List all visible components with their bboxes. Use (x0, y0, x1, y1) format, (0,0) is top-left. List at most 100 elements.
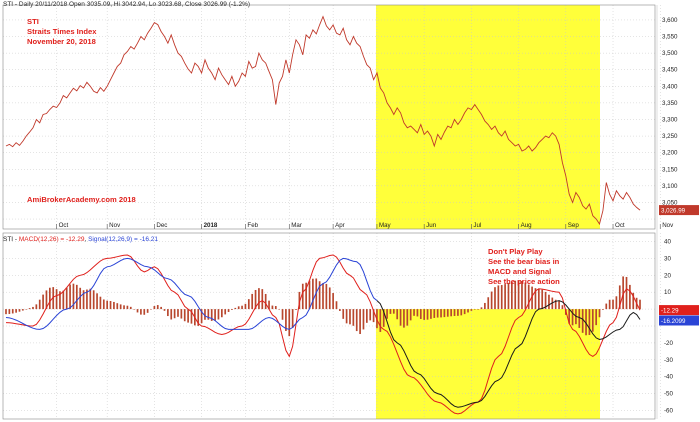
histogram-bar (598, 309, 601, 318)
x-tick-label: May (379, 222, 392, 229)
histogram-bar (99, 296, 102, 310)
macd-y-tick-label: -50 (664, 391, 674, 398)
histogram-bar (419, 309, 422, 319)
histogram-bar (541, 289, 544, 310)
histogram-bar (369, 309, 372, 321)
histogram-bar (335, 301, 338, 310)
histogram-bar (355, 309, 358, 332)
histogram-bar (52, 287, 55, 310)
histogram-bar (106, 300, 109, 310)
x-tick-label: Aug (521, 222, 533, 229)
x-tick-label: Jun (426, 222, 437, 229)
histogram-bar (477, 309, 479, 310)
histogram-bar (18, 309, 21, 312)
macd-header-signal: Signal(12,26,9) = -16.21 (88, 236, 159, 243)
price-line (5, 15, 641, 226)
histogram-bar (473, 309, 476, 310)
histogram-bar (129, 306, 132, 310)
histogram-bar (241, 305, 243, 310)
histogram-bar (487, 297, 490, 310)
macd-panel-header: STI - MACD(12,26) = -12.29, Signal(12,26… (3, 236, 159, 243)
histogram-bar (544, 291, 547, 310)
histogram-bar (96, 293, 98, 310)
histogram-bar (167, 309, 169, 317)
histogram-bar (295, 309, 297, 310)
histogram-bar (588, 309, 591, 335)
histogram-bar (92, 290, 95, 310)
histogram-bar (5, 309, 7, 315)
histogram-bar (328, 287, 331, 310)
histogram-bar (204, 309, 206, 320)
note-line-2: See the bear bias in (488, 257, 560, 266)
histogram-bar (136, 309, 139, 313)
histogram-bar (146, 309, 149, 313)
histogram-bar (187, 309, 189, 323)
x-tick-label: Apr (335, 222, 345, 229)
histogram-bar (32, 306, 34, 310)
histogram-bar (622, 276, 624, 310)
histogram-bar (632, 292, 635, 310)
histogram-bar (75, 284, 78, 310)
histogram-bar (568, 309, 571, 324)
x-tick-label: Nov (662, 222, 674, 229)
highlight-layer (375, 5, 600, 419)
histogram-bar (207, 309, 210, 320)
histogram-bar (453, 309, 456, 316)
histogram-bar (281, 309, 284, 320)
x-tick-label: Dec (156, 222, 167, 229)
histogram-bar (554, 299, 557, 310)
price-y-tick-label: 3,150 (662, 166, 678, 173)
histogram-bar (288, 309, 291, 337)
histogram-bar (639, 299, 641, 310)
histogram-bar (231, 309, 233, 310)
histogram-bar (585, 309, 587, 336)
macd-line (5, 254, 641, 415)
histogram-bar (79, 287, 82, 310)
histogram-bar (126, 305, 129, 310)
histogram-bar (430, 309, 432, 319)
chart-title-sti: STI (27, 17, 39, 26)
histogram-bar (268, 300, 270, 310)
histogram-bar (423, 309, 426, 320)
histogram-bar (386, 309, 388, 319)
histogram-bar (254, 289, 257, 310)
histogram-bar (372, 309, 375, 323)
signal-line-highlighted (376, 300, 641, 408)
histogram-bar (210, 309, 213, 321)
series-layer (5, 15, 641, 415)
x-tick-label: Oct (59, 222, 69, 229)
histogram-bar (440, 309, 442, 318)
histogram-bar (28, 308, 31, 310)
histogram-bar (278, 309, 281, 310)
histogram-bar (318, 281, 321, 310)
histogram-bar (48, 287, 51, 310)
price-y-tick-label: 3,450 (662, 67, 678, 74)
price-y-tick-label: 3,100 (662, 183, 678, 190)
histogram-bar (359, 309, 361, 335)
histogram-bar (247, 299, 250, 310)
histogram-bar (332, 293, 334, 310)
price-y-tick-label: 3,300 (662, 116, 678, 123)
histogram-bar (605, 303, 608, 310)
histogram-bar (22, 309, 24, 311)
watermark-text: AmiBrokerAcademy.com 2018 (27, 195, 136, 204)
note-line-4: See the price action (488, 277, 560, 286)
x-tick-label: Nov (109, 222, 121, 229)
histogram-bar (379, 309, 382, 332)
histogram-bar (291, 309, 294, 328)
histogram-bar (11, 309, 14, 314)
macd-y-tick-label: -20 (664, 340, 674, 347)
last-price-badge: 3,026.99 (661, 208, 686, 215)
macd-y-tick-label: -60 (664, 408, 674, 415)
histogram-bar (113, 301, 115, 310)
histogram-bar (305, 282, 307, 310)
histogram-bar (55, 289, 58, 310)
histogram-bar (82, 290, 85, 310)
histogram-bar (133, 309, 135, 310)
histogram-bar (258, 288, 260, 310)
chart-title-index: Straits Times Index (27, 27, 97, 36)
macd-y-tick-label: -30 (664, 357, 674, 364)
histogram-bar (109, 301, 112, 310)
